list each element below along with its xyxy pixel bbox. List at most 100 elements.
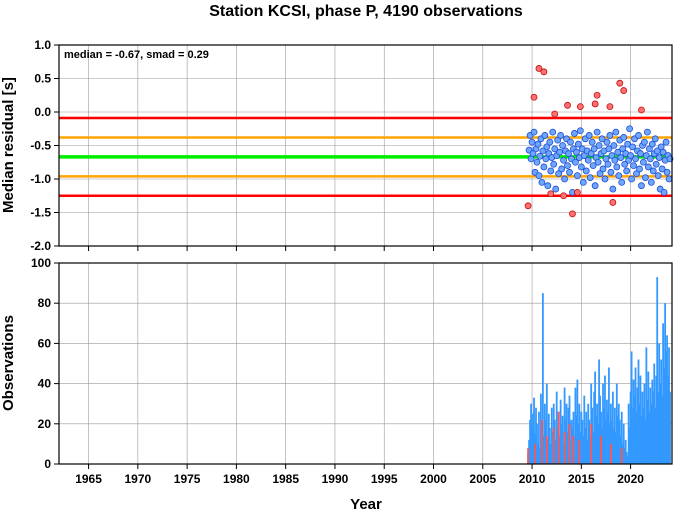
observation-bar [651,379,654,464]
observation-bar [584,427,587,464]
observation-bar [589,435,592,464]
x-tick-label: 1995 [371,472,398,486]
observation-bar [555,391,558,464]
observation-bar [643,383,646,464]
observation-bar [579,431,582,464]
residual-point [643,128,651,136]
residual-point [618,178,626,186]
residual-point [539,147,547,155]
residual-y-ticks: 1.0 0.5 0.0 -0.5 -1.0 -1.5 -2.0 [30,38,59,253]
residual-point [635,132,642,139]
observation-bar [571,427,574,464]
residual-point [626,125,634,133]
observation-bar-secondary [545,435,548,464]
residual-point [574,140,582,148]
observations-y-axis-label: Observations [0,315,17,411]
observation-bar [592,431,595,464]
observation-bar [612,427,615,464]
outlier-point [573,188,581,196]
observation-bar [596,403,598,464]
observation-bar [602,383,604,464]
residual-point [544,182,552,190]
observation-bar-secondary [527,447,530,464]
residual-point [585,132,593,139]
observation-bar [614,431,617,464]
residual-point [651,135,659,143]
observation-bar [581,419,584,464]
observation-bar [654,407,657,464]
observation-bar [631,407,634,464]
observation-bar-secondary [609,443,612,464]
residual-point [623,167,631,175]
y-tick-label: 0.0 [34,105,51,119]
observation-bar [664,303,667,464]
observation-bar [586,439,589,464]
observation-bar-secondary [534,443,536,464]
observation-bar [621,443,624,464]
residual-point [559,142,567,149]
residual-y-axis-label: Median residual [s] [0,77,17,213]
x-tick-label: 2020 [617,472,644,486]
observation-bar [629,391,632,464]
residual-points [524,65,674,218]
observation-bar [648,411,651,464]
residual-point [649,167,657,175]
residual-point [614,148,622,156]
residual-point [632,155,639,163]
residual-point [571,130,578,137]
observation-bar [633,395,636,464]
observation-bar [661,395,664,464]
observation-bar-secondary [568,423,571,464]
residual-point [599,165,607,173]
outlier-point [609,199,617,206]
residual-point [608,152,616,159]
observation-bar-secondary [541,419,543,464]
residual-point [612,128,620,136]
outlier-point [551,110,559,118]
observation-bar [591,407,594,464]
observation-bar [574,387,577,464]
residual-point [646,155,654,163]
observation-bar [608,367,610,464]
residual-point [561,175,568,183]
observation-bar [638,403,641,464]
observation-bar [558,435,561,464]
y-tick-label: 80 [38,296,52,310]
observation-bar [649,387,652,464]
observation-bar [659,383,662,464]
residual-point [576,127,584,135]
residual-point [605,145,613,153]
residual-x-ticks [88,246,632,251]
residual-point [629,143,636,151]
residual-point [662,138,670,146]
observation-bar-secondary [578,439,581,464]
outlier-point [560,192,567,200]
observation-bar [610,419,613,464]
x-axis-label: Year [350,496,382,511]
observation-bar [662,323,665,464]
residual-point [529,150,537,157]
y-tick-label: 0 [44,457,51,471]
observation-bar [553,419,556,464]
observation-bar [565,403,568,464]
residual-point [594,158,602,166]
observation-bar [635,411,638,464]
residual-point [588,138,596,146]
observation-bar [562,443,565,464]
observation-bar [617,403,620,464]
observation-bar [660,359,663,464]
observation-bar [618,419,621,464]
observation-bar [644,419,647,464]
residual-point [609,185,617,193]
observation-bar [583,395,586,464]
residual-point [564,162,571,170]
observation-bar [665,351,667,464]
observation-bar [530,403,532,464]
outlier-point [564,101,571,109]
observation-bar [650,403,653,464]
observation-bar [609,423,611,464]
observation-bar [577,423,580,464]
observation-bar [603,407,605,464]
observation-bar [532,413,534,464]
residual-point [533,158,541,166]
